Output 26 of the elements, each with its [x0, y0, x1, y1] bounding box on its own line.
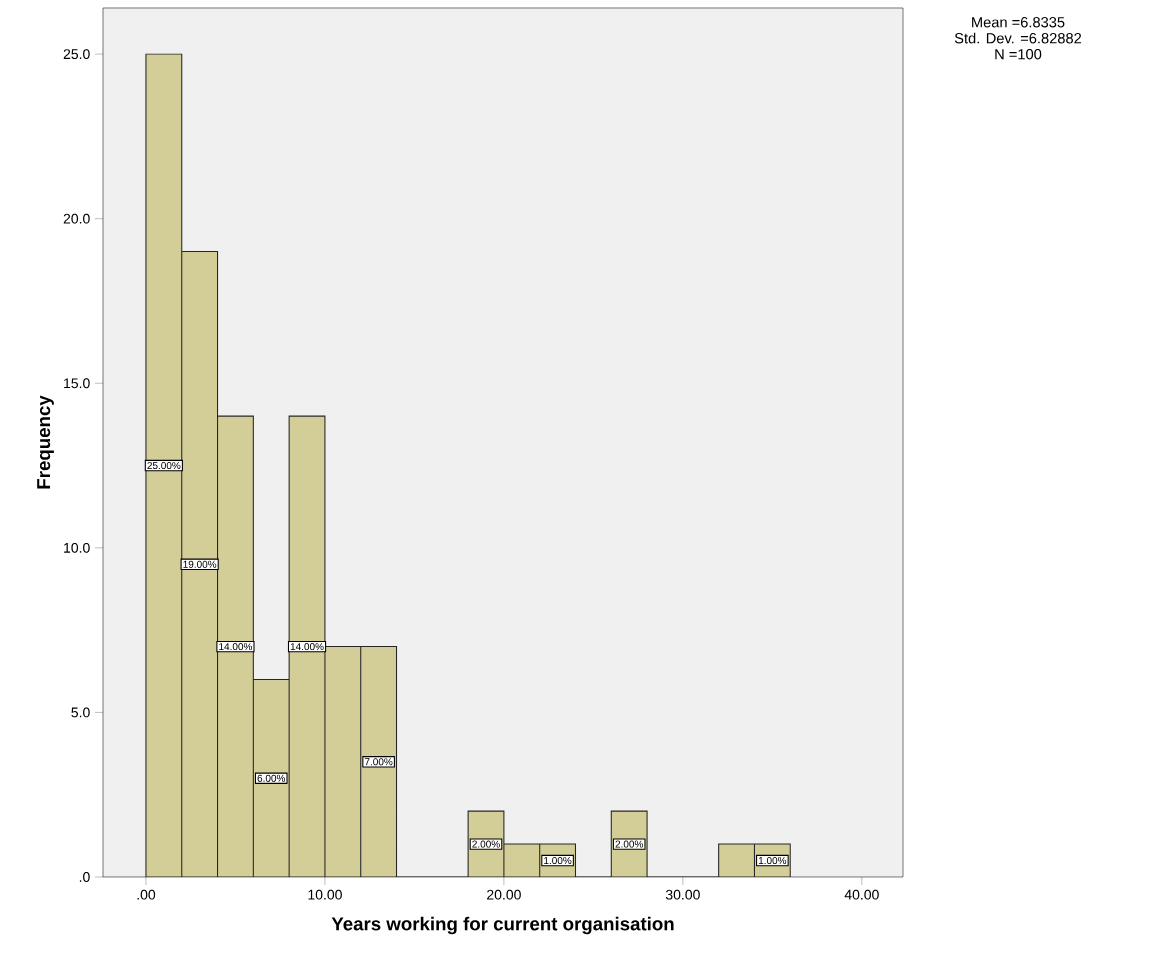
x-tick-label: .00: [137, 889, 156, 900]
text: N =100: [995, 49, 1042, 60]
y-tick-label: .0: [79, 872, 90, 882]
x-tick-label: 20.00: [487, 889, 521, 900]
data-label: 2.00%: [472, 840, 500, 848]
y-tick-label: 15.0: [64, 378, 90, 389]
data-label: 7.00%: [364, 758, 393, 766]
data-label: 14.00%: [219, 643, 253, 651]
text: Std. Dev. =6.82882: [954, 32, 1082, 44]
y-tick-label: 25.0: [63, 49, 90, 60]
data-label: 25.00%: [147, 461, 181, 470]
data-label: 1.00%: [544, 856, 572, 865]
text: Mean =6.8335: [972, 17, 1065, 28]
data-label: 19.00%: [183, 560, 217, 568]
data-label: 2.00%: [615, 840, 643, 848]
data-label: 6.00%: [257, 774, 286, 782]
y-tick-label: 20.0: [63, 213, 90, 224]
x-tick-label: 40.00: [844, 889, 879, 900]
y-tick-label: 10.0: [64, 542, 90, 553]
x-tick-label: 10.00: [308, 889, 342, 900]
x-axis-title: Years working for current organisation: [331, 916, 674, 935]
x-tick-label: 30.00: [665, 889, 700, 900]
y-axis-title: Frequency: [37, 395, 54, 489]
y-tick-label: 5.0: [71, 707, 90, 718]
data-label: 1.00%: [758, 856, 787, 865]
data-label: 14.00%: [290, 643, 324, 651]
